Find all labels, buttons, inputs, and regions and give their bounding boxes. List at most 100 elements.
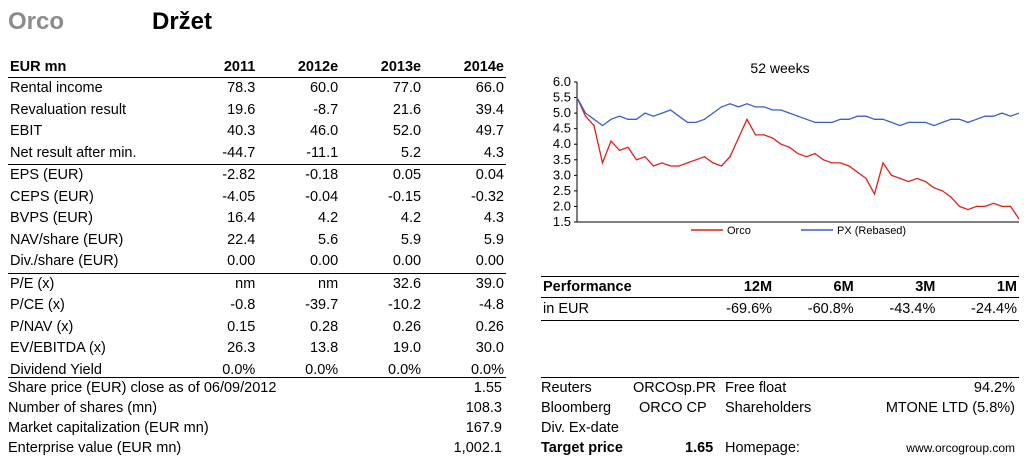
share-price-label: Share price (EUR) close as of 06/09/2012 — [8, 380, 277, 396]
y-tick-label: 3.5 — [553, 152, 571, 167]
table-cell: 0.00 — [257, 251, 341, 274]
data-point — [865, 115, 867, 117]
data-point — [644, 112, 646, 114]
table-cell: 26.3 — [227, 340, 256, 356]
table-cell: -4.8 — [479, 297, 504, 313]
performance-header-row: Performance 12M 6M 3M 1M — [541, 276, 1019, 298]
reuters-label: Reuters — [541, 380, 592, 396]
shares-label: Number of shares (mn) — [8, 400, 158, 416]
data-point — [873, 118, 876, 120]
data-point — [601, 162, 604, 164]
table-cell: 40.3 — [227, 123, 256, 139]
row-label: P/CE (x) — [10, 297, 65, 313]
data-point — [933, 124, 935, 127]
row-label: NAV/share (EUR) — [10, 231, 124, 248]
table-row: P/CE (x) -0.8 -39.7 -10.2 -4.8 — [8, 295, 506, 317]
data-point — [729, 156, 731, 158]
data-point — [822, 121, 825, 124]
financials-header-row: EUR mn 2011 2012e 2013e 2014e — [8, 58, 506, 78]
data-point — [788, 146, 791, 148]
table-cell: 4.2 — [400, 210, 422, 226]
period-header: 6M — [774, 276, 856, 298]
company-name: Orco — [8, 8, 65, 35]
table-row: EV/EBITDA (x) 26.3 13.8 19.0 30.0 — [8, 338, 506, 360]
data-point — [635, 118, 638, 120]
target-price-value: 1.65 — [685, 440, 714, 456]
table-cell: -39.7 — [305, 297, 339, 313]
data-point — [703, 118, 706, 120]
data-point — [1018, 112, 1019, 114]
data-point — [780, 143, 782, 145]
homepage-label: Homepage: — [725, 440, 800, 456]
financials-table: EUR mn 2011 2012e 2013e 2014e Rental inc… — [8, 58, 506, 381]
table-cell: 78.3 — [227, 80, 256, 96]
y-tick-label: 2.5 — [553, 183, 571, 198]
table-row: NAV/share (EUR) 22.4 5.6 5.9 5.9 — [8, 230, 506, 252]
table-cell: -10.2 — [388, 297, 422, 313]
row-label: Div./share (EUR) — [8, 251, 188, 274]
row-label: CEPS (EUR) — [10, 188, 94, 205]
data-point — [627, 146, 629, 148]
table-cell: -4.05 — [222, 188, 256, 205]
data-point — [678, 115, 680, 117]
table-cell: 5.6 — [318, 231, 339, 248]
y-tick-label: 6.0 — [553, 74, 571, 89]
data-point — [652, 165, 655, 167]
bloomberg-value: ORCO CP — [639, 400, 707, 416]
data-point — [992, 115, 995, 117]
data-point — [610, 118, 612, 120]
performance-label: Performance — [541, 276, 693, 298]
table-row: Div./share (EUR) 0.00 0.00 0.00 0.00 — [8, 251, 506, 274]
data-point — [661, 162, 663, 164]
data-point — [678, 165, 680, 167]
shareholders-label: Shareholders — [725, 400, 812, 416]
data-point — [865, 177, 867, 180]
table-cell: 22.4 — [227, 231, 256, 248]
data-point — [873, 193, 876, 195]
data-point — [916, 121, 918, 124]
legend-label: Orco — [727, 225, 751, 237]
data-point — [780, 109, 782, 111]
data-point — [839, 118, 842, 120]
data-point — [822, 159, 825, 161]
legend-label: PX (Rebased) — [837, 225, 906, 237]
data-point — [924, 180, 927, 183]
data-point — [856, 171, 859, 173]
data-point — [771, 137, 774, 139]
data-point — [576, 96, 578, 99]
series-line-1 — [576, 97, 1019, 127]
table-cell: -2.82 — [222, 167, 256, 183]
data-point — [737, 137, 740, 139]
homepage-link[interactable]: www.orcogroup.com — [906, 441, 1015, 455]
table-cell: -44.7 — [188, 142, 258, 165]
data-point — [907, 121, 910, 124]
data-point — [984, 205, 986, 208]
data-point — [746, 103, 748, 105]
data-point — [703, 156, 706, 158]
financials-col-header: 2011 — [188, 58, 258, 78]
table-cell: 5.2 — [340, 142, 424, 165]
performance-value: -24.4% — [937, 297, 1019, 321]
table-cell: 0.04 — [475, 167, 504, 183]
y-tick-label: 2.0 — [553, 198, 571, 213]
row-label: P/E (x) — [10, 275, 55, 292]
table-cell: 77.0 — [392, 80, 422, 96]
table-cell: 21.6 — [392, 101, 422, 118]
data-point — [1001, 205, 1003, 208]
table-cell: 19.0 — [392, 340, 422, 356]
data-point — [661, 112, 663, 114]
bloomberg-label: Bloomberg — [541, 400, 612, 416]
data-point — [763, 134, 765, 136]
data-point — [958, 205, 961, 208]
table-cell: 4.3 — [423, 142, 506, 165]
table-cell: -0.18 — [305, 167, 339, 183]
data-point — [924, 121, 927, 124]
performance-value: -60.8% — [774, 297, 856, 321]
data-point — [899, 177, 901, 180]
ex-date-label: Div. Ex-date — [541, 420, 619, 436]
y-tick-label: 4.5 — [553, 121, 571, 136]
financials-col-header: 2012e — [257, 58, 341, 78]
row-label: EPS (EUR) — [10, 167, 84, 183]
data-point — [831, 121, 833, 124]
table-row: BVPS (EUR) 16.4 4.2 4.2 4.3 — [8, 208, 506, 230]
